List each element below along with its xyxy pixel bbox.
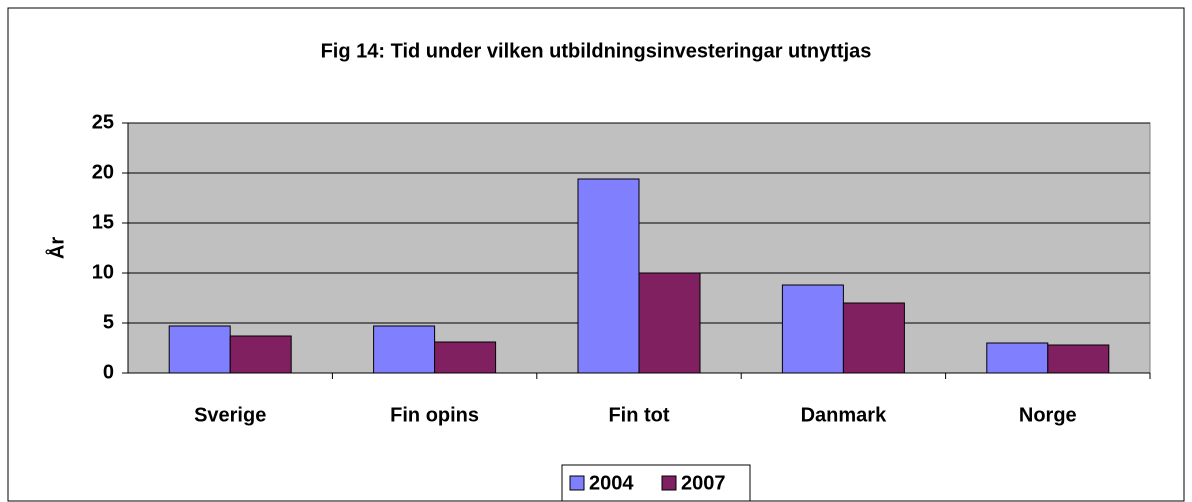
bar	[986, 342, 1049, 374]
legend-swatch	[569, 475, 585, 491]
y-axis-label: År	[44, 237, 68, 259]
bar	[577, 178, 640, 374]
legend-box	[561, 464, 751, 502]
bar	[842, 302, 905, 374]
bar	[373, 325, 436, 374]
x-tick-label: Norge	[1019, 404, 1077, 426]
legend-label: 2004	[589, 472, 634, 494]
bar	[434, 341, 497, 374]
y-tick-label: 20	[92, 161, 114, 183]
x-tick-label: Fin tot	[608, 404, 669, 426]
bar	[638, 272, 701, 374]
y-tick-label: 25	[92, 111, 114, 133]
y-tick-label: 15	[92, 211, 114, 233]
y-tick-label: 5	[103, 311, 114, 333]
x-tick-label: Fin opins	[390, 404, 479, 426]
x-tick-label: Sverige	[194, 404, 266, 426]
bar	[1047, 344, 1110, 374]
legend-label: 2007	[681, 472, 726, 494]
chart-title: Fig 14: Tid under vilken utbildningsinve…	[321, 40, 872, 62]
bar	[229, 335, 292, 374]
y-tick-label: 10	[92, 261, 114, 283]
y-tick-label: 0	[103, 361, 114, 383]
legend-swatch	[661, 475, 677, 491]
bar	[168, 325, 231, 374]
bar	[781, 284, 844, 374]
x-tick-label: Danmark	[801, 404, 887, 426]
